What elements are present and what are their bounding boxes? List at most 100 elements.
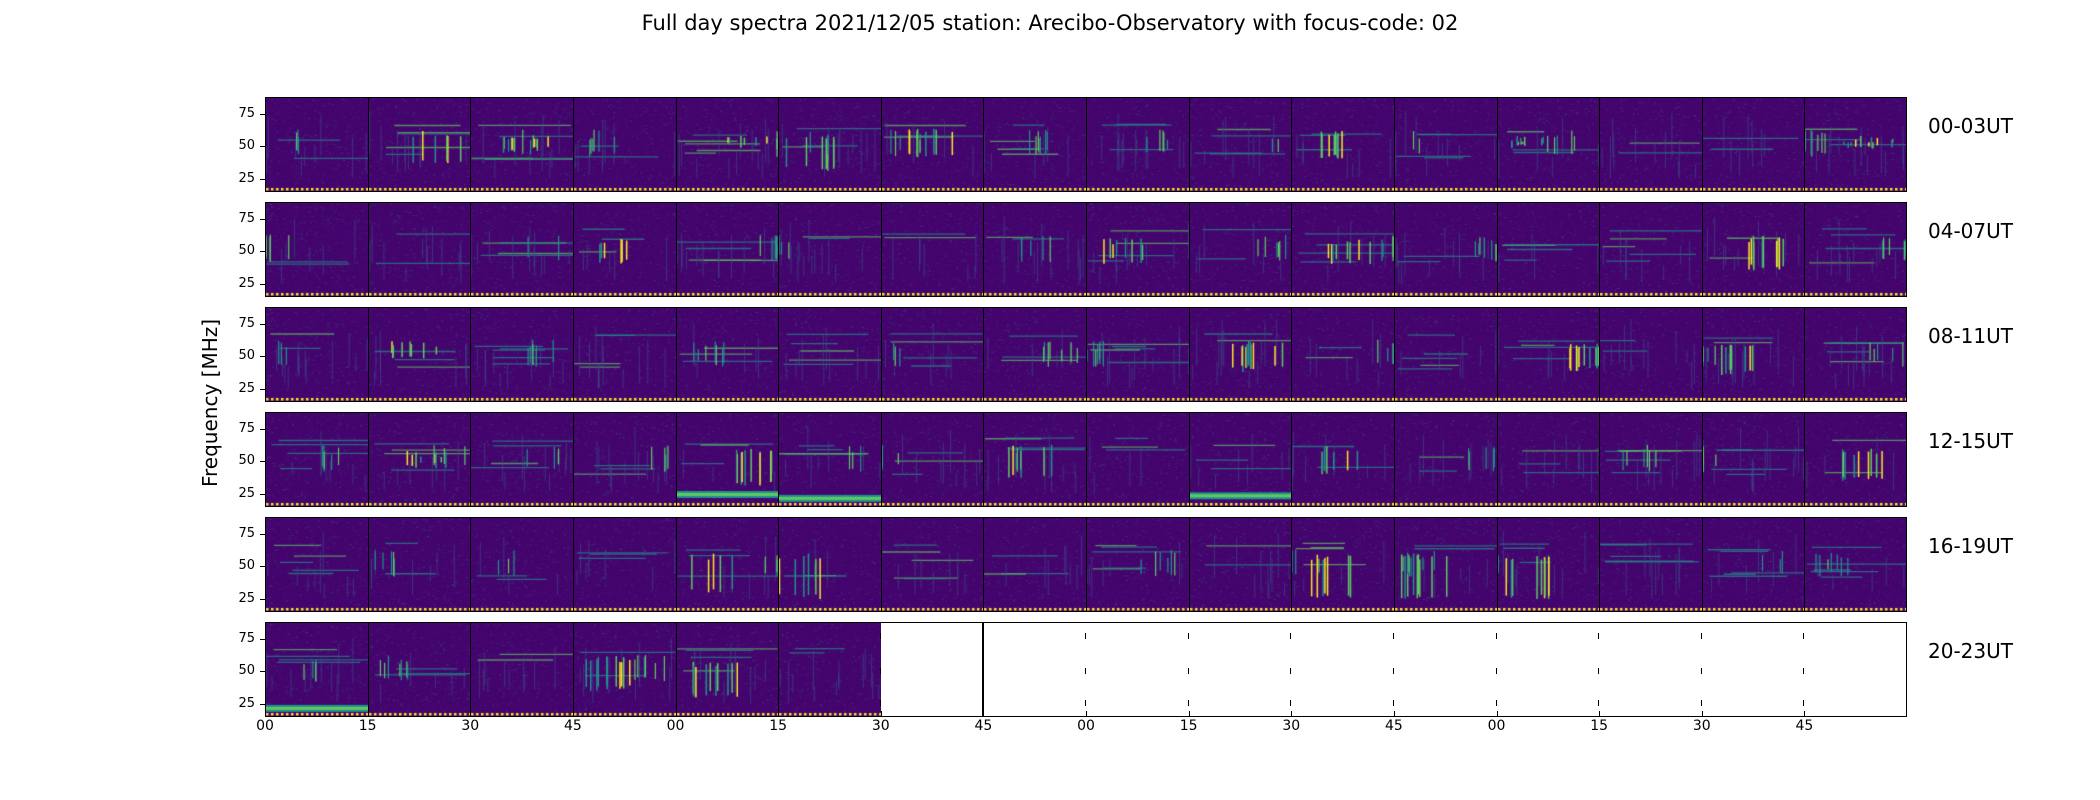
spectrum-panel — [573, 517, 676, 612]
spectrum-panel — [1599, 307, 1702, 402]
x-tick-label: 30 — [1692, 718, 1711, 734]
y-tick-mark — [260, 493, 265, 495]
panel-separator — [778, 307, 779, 402]
spectrum-panel — [1804, 517, 1907, 612]
panel-separator — [573, 202, 574, 297]
panel-separator — [1291, 202, 1292, 297]
empty-panel — [881, 622, 983, 717]
spectrum-panel — [676, 412, 778, 507]
empty-panel — [1394, 622, 1497, 717]
spectrum-panel — [778, 622, 881, 717]
empty-panel — [1497, 622, 1599, 717]
panel-tick — [1496, 633, 1497, 640]
panel-separator — [368, 307, 369, 402]
spectrum-panel — [265, 202, 368, 297]
x-tick-mark — [1393, 711, 1395, 716]
y-tick-mark — [260, 598, 265, 600]
panel-separator — [1086, 307, 1087, 402]
spectrum-panel — [573, 202, 676, 297]
panel-tick — [1496, 699, 1497, 706]
spectrum-panel — [778, 517, 881, 612]
panel-tick — [1598, 699, 1599, 706]
panel-tick — [1085, 699, 1086, 706]
panel-tick — [1803, 667, 1804, 674]
panel-separator — [1291, 517, 1292, 612]
empty-panel — [1702, 622, 1804, 717]
panel-separator — [1291, 307, 1292, 402]
panel-tick — [1496, 667, 1497, 674]
y-tick-mark — [260, 566, 265, 568]
empty-panel — [1804, 622, 1907, 717]
panel-separator — [676, 202, 677, 297]
spectrum-panel — [1189, 412, 1291, 507]
spectrum-panel — [1086, 517, 1189, 612]
row-time-label: 04-07UT — [1928, 219, 2013, 243]
panel-separator — [778, 97, 779, 192]
panel-separator — [778, 517, 779, 612]
panel-separator — [1394, 307, 1395, 402]
x-tick-mark — [778, 711, 780, 716]
spectrum-panel — [1291, 412, 1394, 507]
panel-separator — [676, 517, 677, 612]
panel-separator — [1394, 97, 1395, 192]
y-tick-label: 50 — [238, 663, 255, 679]
panel-separator — [573, 622, 574, 717]
panel-separator — [1702, 202, 1703, 297]
spectrum-panel — [470, 307, 573, 402]
spectrum-panel — [1804, 412, 1907, 507]
spectrum-panel — [983, 202, 1086, 297]
panel-separator — [983, 412, 984, 507]
y-tick-mark — [260, 283, 265, 285]
panel-separator — [1086, 97, 1087, 192]
x-tick-label: 15 — [1179, 718, 1198, 734]
x-tick-label: 45 — [974, 718, 993, 734]
spectrum-panel — [368, 412, 470, 507]
x-tick-label: 45 — [563, 718, 582, 734]
row-time-label: 08-11UT — [1928, 324, 2013, 348]
spectrum-panel — [1497, 202, 1599, 297]
spectrum-panel — [368, 622, 470, 717]
panel-separator — [881, 97, 882, 192]
spectrum-panel — [676, 307, 778, 402]
spectrum-panel — [676, 97, 778, 192]
x-tick-label: 15 — [358, 718, 377, 734]
panel-separator — [1702, 517, 1703, 612]
y-tick-label: 50 — [238, 348, 255, 364]
x-tick-label: 00 — [1077, 718, 1095, 734]
spectrum-panel — [1702, 307, 1804, 402]
spectrum-panel — [676, 202, 778, 297]
panel-separator — [1497, 202, 1498, 297]
panel-separator — [881, 307, 882, 402]
spectrum-panel — [1394, 517, 1497, 612]
y-tick-label: 75 — [238, 210, 255, 226]
spectrum-panel — [881, 307, 983, 402]
y-tick-label: 50 — [238, 243, 255, 259]
panel-separator — [676, 307, 677, 402]
spectrum-panel — [573, 307, 676, 402]
row-time-label: 12-15UT — [1928, 429, 2013, 453]
panel-separator — [676, 97, 677, 192]
panel-tick — [1393, 633, 1394, 640]
x-tick-label: 15 — [1590, 718, 1609, 734]
spectrum-panel — [881, 412, 983, 507]
x-tick-mark — [572, 711, 574, 716]
y-tick-label: 25 — [238, 380, 255, 396]
spectrum-panel — [368, 202, 470, 297]
panel-tick — [1085, 633, 1086, 640]
spectrum-panel — [1189, 202, 1291, 297]
y-tick-mark — [260, 113, 265, 115]
panel-separator — [1394, 517, 1395, 612]
panel-separator — [470, 202, 471, 297]
panel-separator — [778, 202, 779, 297]
y-tick-label: 75 — [238, 315, 255, 331]
panel-tick — [880, 633, 881, 640]
spectrum-panel — [881, 97, 983, 192]
y-tick-label: 25 — [238, 275, 255, 291]
x-tick-label: 30 — [1282, 718, 1301, 734]
panel-separator — [1291, 412, 1292, 507]
x-tick-mark — [265, 711, 266, 716]
spectrum-panel — [265, 97, 368, 192]
panel-tick — [1701, 633, 1702, 640]
spectrum-panel — [778, 202, 881, 297]
spectrum-panel — [1497, 517, 1599, 612]
